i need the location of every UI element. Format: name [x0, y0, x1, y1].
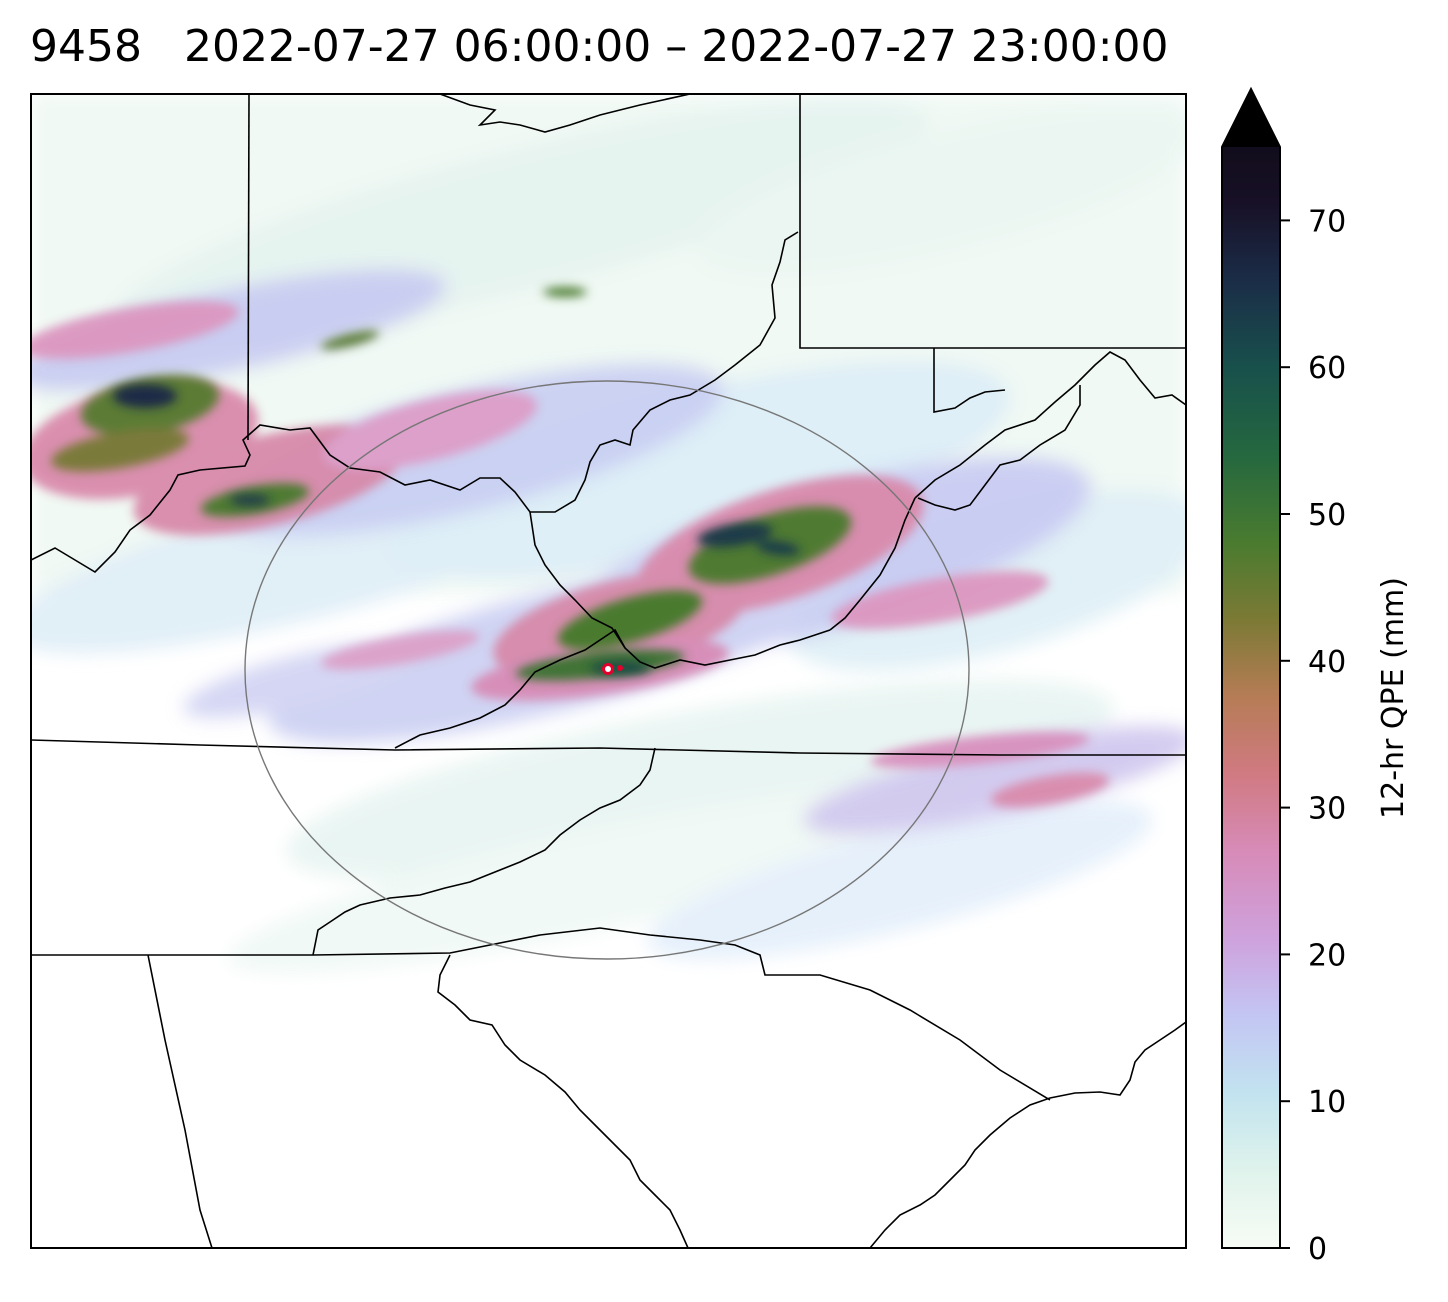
colorbar-tick-label: 40: [1308, 645, 1346, 680]
colorbar-tick-label: 60: [1308, 351, 1346, 386]
boundary-md: [933, 348, 1006, 413]
colorbar-label: 12-hr QPE (mm): [1376, 577, 1411, 819]
boundary-wv-va: [914, 351, 1186, 499]
boundary-pa: [799, 94, 1186, 349]
colorbar-frame: [1221, 86, 1281, 1249]
colorbar: 0 10 20 30 40 50 60 70 12-hr QPE (mm): [1221, 86, 1411, 1267]
colorbar-tick-label: 70: [1308, 204, 1346, 239]
boundary-al-ga: [147, 954, 213, 1248]
colorbar-tick-label: 10: [1308, 1085, 1346, 1120]
colorbar-ticks: 0 10 20 30 40 50 60 70: [1280, 204, 1346, 1267]
station-marker: [602, 663, 623, 675]
boundary-ky-tn: [31, 739, 1186, 756]
colorbar-tick-label: 20: [1308, 938, 1346, 973]
boundary-wv-east: [917, 385, 1081, 511]
colorbar-gradient: [1222, 147, 1280, 1248]
state-boundaries: [31, 94, 1186, 1248]
colorbar-tick-label: 50: [1308, 498, 1346, 533]
colorbar-tick-label: 30: [1308, 792, 1346, 827]
boundary-il-in: [247, 94, 250, 441]
ohio-river: [31, 231, 799, 574]
boundary-ky-interior: [394, 511, 626, 749]
map-frame: [30, 93, 1187, 1249]
boundary-nc-sc: [31, 927, 1051, 1101]
boundary-ky-wv: [829, 497, 916, 631]
boundary-ga-sc: [437, 954, 689, 1248]
title-time-range: 2022-07-27 06:00:00 – 2022-07-27 23:00:0…: [183, 21, 1169, 72]
coastline: [869, 1021, 1186, 1248]
figure-title: 9458 2022-07-27 06:00:00 – 2022-07-27 23…: [30, 20, 1169, 74]
station-marker-center: [605, 666, 611, 672]
colorbar-tick-label: 0: [1308, 1232, 1327, 1267]
title-id: 9458: [30, 21, 142, 72]
station-marker-secondary: [617, 665, 623, 671]
lake-erie-shore: [439, 94, 691, 133]
precipitation-field: [31, 94, 1186, 973]
boundary-tn-nc: [312, 747, 656, 956]
range-ring: [244, 380, 970, 960]
colorbar-extend-arrow: [1222, 89, 1280, 147]
map-panel: [30, 93, 1187, 1249]
boundary-ky-va: [614, 629, 831, 669]
